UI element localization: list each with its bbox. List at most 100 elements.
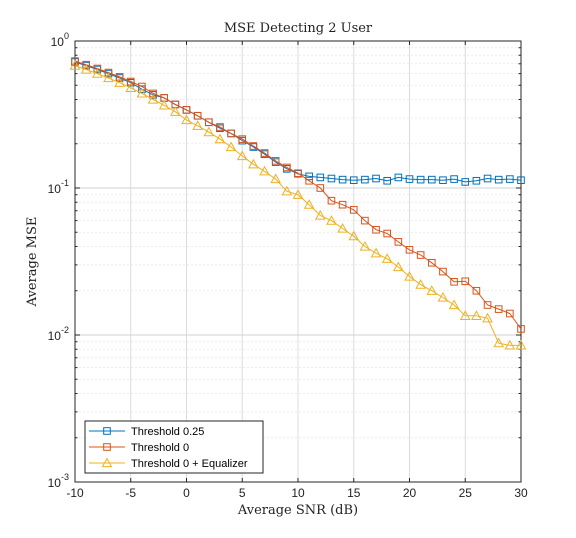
data-point	[359, 240, 371, 251]
data-point	[327, 196, 336, 205]
data-point	[227, 129, 235, 138]
data-point	[281, 185, 293, 196]
data-point	[439, 176, 447, 184]
data-point	[472, 176, 481, 185]
data-point	[394, 173, 403, 182]
x-tick-label: -10	[66, 486, 84, 500]
data-point	[303, 199, 315, 209]
data-point	[338, 200, 347, 209]
y-tick-label: 10-1	[48, 178, 69, 196]
data-point	[181, 114, 192, 125]
data-point	[114, 77, 125, 87]
data-point	[69, 60, 81, 70]
data-point	[381, 253, 393, 263]
data-point	[192, 120, 203, 130]
data-point	[103, 72, 114, 83]
series-layer	[69, 57, 527, 350]
data-point	[361, 175, 369, 184]
data-point	[459, 310, 471, 320]
x-tick-label: 30	[514, 486, 528, 500]
legend: Threshold 0.25 Threshold 0 Threshold 0 + E…	[84, 420, 264, 474]
data-point	[428, 258, 436, 267]
data-point	[205, 118, 213, 127]
data-point	[517, 325, 525, 333]
y-tick-label: 10-2	[48, 325, 69, 343]
legend-entry: Threshold 0.25	[89, 426, 204, 438]
data-point	[326, 215, 337, 225]
data-point	[136, 87, 148, 98]
data-point	[450, 175, 458, 183]
data-point	[372, 225, 380, 234]
data-point	[471, 310, 482, 320]
x-axis-label: Average SNR (dB)	[237, 503, 358, 518]
data-point	[517, 176, 525, 184]
data-point	[370, 247, 382, 258]
legend-entry: Threshold 0 + Equalizer	[89, 457, 248, 470]
data-point	[437, 291, 449, 302]
chart-title: MSE Detecting 2 User	[224, 21, 373, 36]
data-point	[338, 175, 347, 184]
data-point	[416, 251, 425, 259]
data-point	[248, 158, 259, 169]
data-point	[294, 169, 302, 178]
data-point	[82, 60, 90, 69]
data-point	[494, 175, 503, 184]
data-point	[147, 93, 159, 104]
legend-marker	[103, 443, 111, 451]
data-point	[361, 216, 369, 225]
data-point	[203, 126, 215, 137]
data-point	[472, 286, 481, 295]
data-point	[249, 142, 258, 150]
data-point	[305, 172, 313, 181]
data-point	[260, 149, 269, 157]
data-point	[314, 209, 326, 220]
data-point	[349, 176, 358, 184]
data-point	[461, 277, 470, 286]
data-point	[115, 73, 124, 81]
x-tick-label: 5	[239, 486, 246, 500]
data-point	[504, 339, 516, 350]
data-point	[428, 175, 436, 184]
data-point	[461, 178, 470, 186]
data-point	[450, 278, 458, 286]
data-point	[225, 141, 237, 152]
data-point	[80, 63, 92, 74]
data-point	[383, 229, 391, 238]
data-point	[515, 339, 527, 350]
data-point	[292, 189, 304, 199]
axis-ticks: -10 -5 0 5 10 15 20 25 30 100 10-1 10-2 10-3	[48, 31, 528, 500]
data-point	[270, 173, 282, 184]
data-point	[348, 230, 360, 241]
data-point	[493, 337, 505, 348]
data-point	[259, 165, 270, 176]
data-point	[482, 312, 493, 323]
x-tick-label: 0	[183, 486, 190, 500]
series-2	[71, 57, 525, 333]
data-point	[316, 184, 325, 192]
data-point	[372, 174, 380, 183]
data-point	[404, 270, 415, 281]
data-point	[305, 176, 313, 185]
data-point	[104, 68, 113, 77]
legend-marker	[101, 457, 113, 468]
y-tick-label: 100	[51, 31, 69, 49]
data-point	[238, 135, 247, 143]
data-point	[416, 175, 425, 184]
data-point	[125, 82, 137, 92]
data-point	[126, 77, 135, 86]
data-point	[415, 279, 426, 289]
data-point	[506, 175, 514, 183]
y-axis-label: Average MSE	[25, 217, 40, 308]
data-point	[71, 57, 79, 65]
data-point	[327, 174, 336, 183]
data-point	[383, 176, 391, 185]
x-tick-label: 15	[347, 486, 361, 500]
data-point	[193, 111, 202, 120]
data-point	[448, 299, 460, 310]
data-point	[170, 106, 181, 116]
legend-entry: Threshold 0	[89, 442, 189, 454]
data-point	[149, 89, 157, 98]
x-tick-label: 25	[459, 486, 473, 500]
data-point	[483, 174, 492, 183]
